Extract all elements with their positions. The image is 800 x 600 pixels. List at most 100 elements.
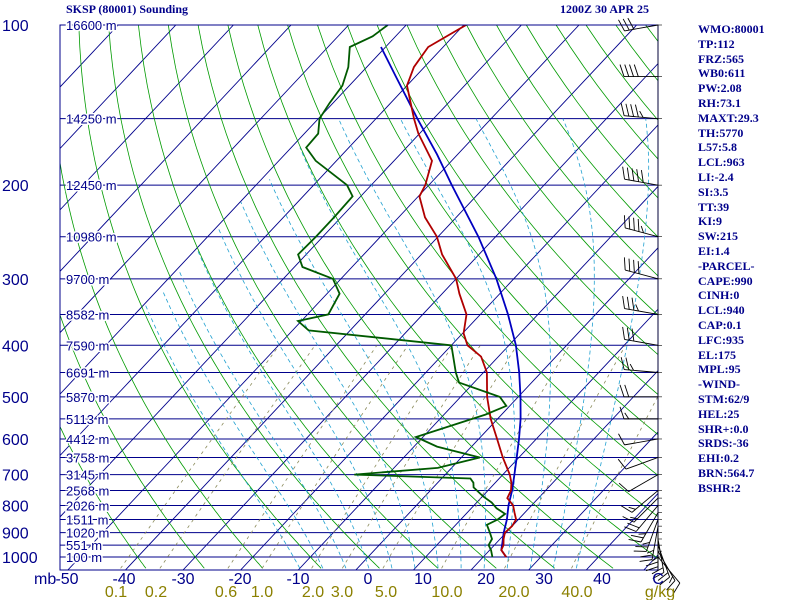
parameter-item: HEL:25 xyxy=(698,406,740,421)
moist-adiabat xyxy=(144,304,301,569)
height-label: 5113 m xyxy=(66,412,108,427)
wind-barb-feather xyxy=(628,216,631,230)
wind-barb-feather xyxy=(645,566,659,572)
temperature-tick-label: -50 xyxy=(55,571,78,588)
wind-barb-feather xyxy=(640,554,653,558)
wind-barb-feather xyxy=(619,64,625,77)
temperature-tick-label: -10 xyxy=(286,571,309,588)
parameter-item: TT:39 xyxy=(698,199,730,214)
parameter-item: CAPE:990 xyxy=(698,273,753,288)
dry-adiabat xyxy=(257,25,658,559)
mixing-ratio-tick-label: 3.0 xyxy=(331,584,353,600)
wind-barb-feather xyxy=(672,582,681,595)
parameter-item: LCL:963 xyxy=(698,155,745,170)
wind-barb-feather xyxy=(625,103,630,117)
isotherm-line xyxy=(60,25,522,518)
temperature-tick-label: 40 xyxy=(593,571,611,588)
wind-barb xyxy=(640,512,659,543)
parameter-item: MPL:95 xyxy=(698,362,741,377)
temperature-tick-label: 20 xyxy=(477,571,495,588)
isotherm-line xyxy=(60,25,465,457)
pressure-tick-label: 600 xyxy=(2,432,29,449)
sounding-parameters: WMO:80001 TP:112 FRZ:565 WB0:611 PW:2.08 RH:7… xyxy=(698,22,765,496)
wind-barb xyxy=(645,519,659,552)
wind-barb-feather xyxy=(622,326,625,340)
wind-barb-feather xyxy=(626,327,630,341)
isotherm-line xyxy=(470,369,658,570)
valid-time: 1200Z 30 APR 25 xyxy=(560,2,650,16)
wind-barb xyxy=(624,438,659,446)
height-label: 10980 m xyxy=(66,230,117,245)
height-label: 9700 m xyxy=(66,272,109,287)
wind-barb-feather xyxy=(669,576,674,584)
wind-barb-feather xyxy=(622,295,625,309)
mixing-ratio-line xyxy=(441,345,570,569)
temperature-tick-label: -30 xyxy=(171,571,194,588)
wind-barb-feather xyxy=(639,559,653,562)
parameter-item: -PARCEL- xyxy=(698,258,755,273)
wind-barb-feather xyxy=(619,406,625,420)
wind-barb-feather xyxy=(629,64,634,77)
isotherm-line xyxy=(60,25,234,211)
isotherm-line xyxy=(297,185,658,570)
dry-adiabat xyxy=(60,160,263,569)
mixing-ratio-line xyxy=(120,345,280,569)
height-label: 2568 m xyxy=(66,484,109,499)
dry-adiabat xyxy=(466,25,658,277)
wind-barb-feather xyxy=(628,258,631,272)
wind-barb-feather xyxy=(624,64,630,77)
isotherm-line xyxy=(413,308,658,570)
wind-barb-feather xyxy=(630,516,638,520)
pressure-tick-label: 900 xyxy=(2,526,29,543)
mixing-ratio-line xyxy=(261,345,409,569)
wind-barb-feather xyxy=(618,433,625,446)
wind-barb-feather xyxy=(640,169,644,183)
isotherm-line xyxy=(182,62,658,570)
wind-barb-feather xyxy=(659,576,670,586)
wind-barb-feather xyxy=(622,166,625,180)
mixing-ratio-line xyxy=(159,345,316,569)
wind-barb-feather xyxy=(642,542,650,545)
moist-adiabat xyxy=(217,227,393,569)
dry-adiabat xyxy=(167,25,497,569)
wind-barb-feather xyxy=(625,357,630,371)
isotherm-line xyxy=(60,25,177,150)
isotherm-line xyxy=(355,247,658,570)
wind-barb-feather xyxy=(634,104,639,118)
wind-barb-feather xyxy=(630,534,644,539)
pressure-tick-label: 500 xyxy=(2,390,29,407)
parameter-item: EL:175 xyxy=(698,347,737,362)
wind-barb-feather xyxy=(631,328,635,342)
mixing-ratio-line xyxy=(311,345,454,569)
parameter-item: TH:5770 xyxy=(698,125,744,140)
mixing-ratio-tick-label: 1.0 xyxy=(251,584,273,600)
wind-barb xyxy=(624,178,659,186)
isotherm-line xyxy=(60,25,349,334)
wind-barb-feather xyxy=(636,169,640,182)
pressure-tick-label: 100 xyxy=(2,18,29,35)
wind-barb-feather xyxy=(630,104,635,117)
wind-barb xyxy=(624,338,659,346)
wind-barb xyxy=(625,457,659,470)
pressure-tick-label: 400 xyxy=(2,338,29,355)
dry-adiabat xyxy=(287,25,658,518)
wind-barb-feather xyxy=(628,539,642,543)
moist-adiabat xyxy=(338,118,487,569)
wind-barb xyxy=(624,308,659,315)
wind-barb-feather xyxy=(640,225,644,233)
moist-adiabat xyxy=(161,289,324,569)
isotherm-line xyxy=(240,124,658,570)
wind-barb xyxy=(657,538,665,573)
wind-barb-feather xyxy=(618,19,625,32)
height-label: 3758 m xyxy=(66,450,109,465)
wind-barb-feather xyxy=(666,580,676,591)
dry-adiabat xyxy=(197,25,555,569)
wind-barb xyxy=(633,497,659,523)
isotherm-line xyxy=(60,25,292,272)
wind-barb-feather xyxy=(635,304,639,312)
pressure-tick-label: 300 xyxy=(2,272,29,289)
station-title: SKSP (80001) Sounding xyxy=(66,2,189,16)
wind-barb-feather xyxy=(633,217,635,231)
moist-adiabat xyxy=(299,147,462,569)
mixing-ratio-line xyxy=(571,395,658,569)
